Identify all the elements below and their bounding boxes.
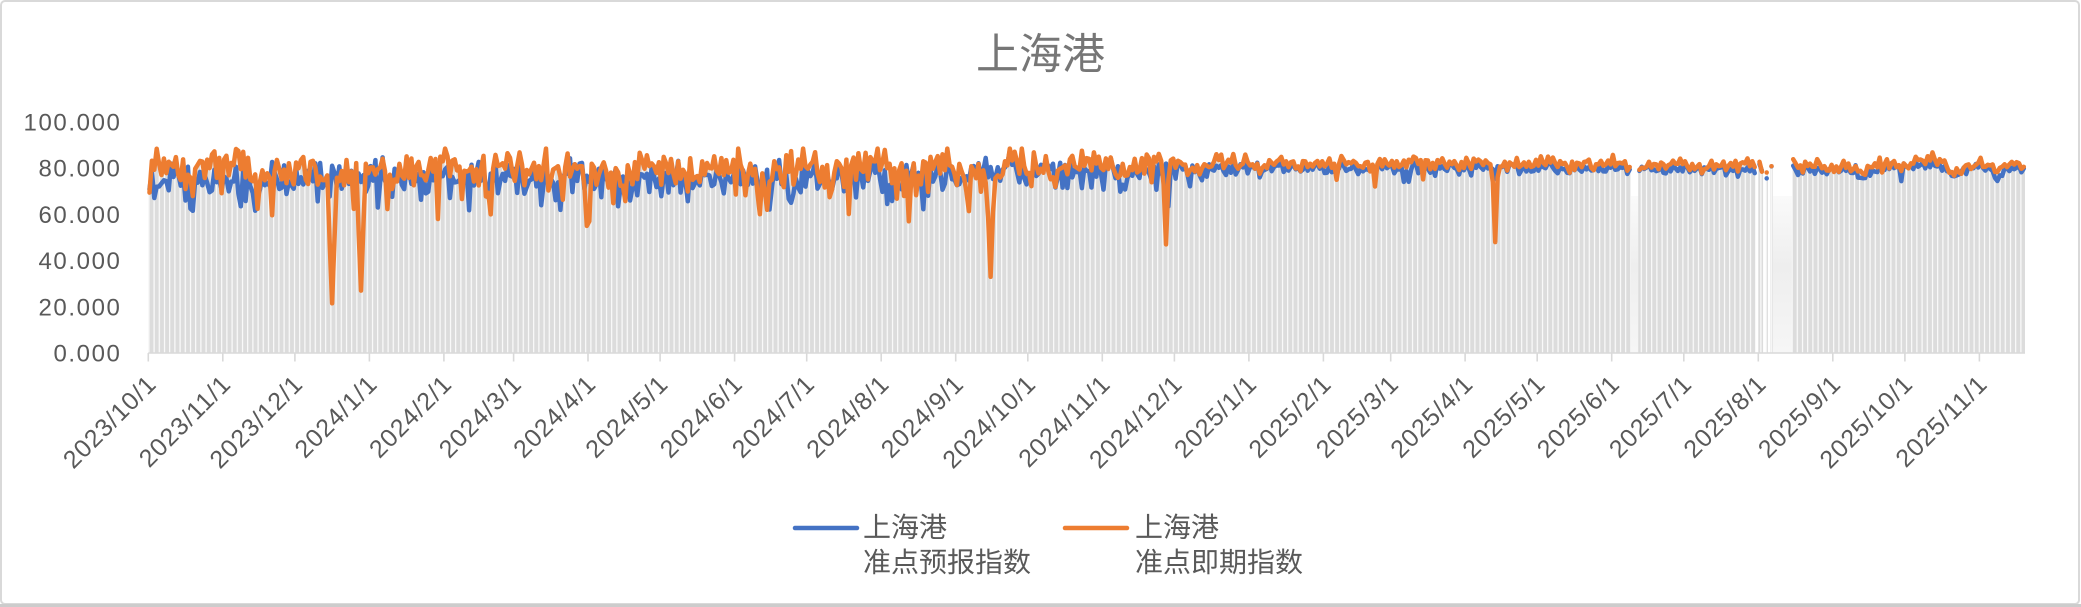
- svg-text:40.000: 40.000: [38, 248, 121, 275]
- svg-text:0.000: 0.000: [53, 341, 121, 368]
- svg-text:60.000: 60.000: [38, 202, 121, 229]
- svg-text:100.000: 100.000: [24, 110, 122, 137]
- svg-text:80.000: 80.000: [38, 156, 121, 183]
- svg-text:20.000: 20.000: [38, 294, 121, 321]
